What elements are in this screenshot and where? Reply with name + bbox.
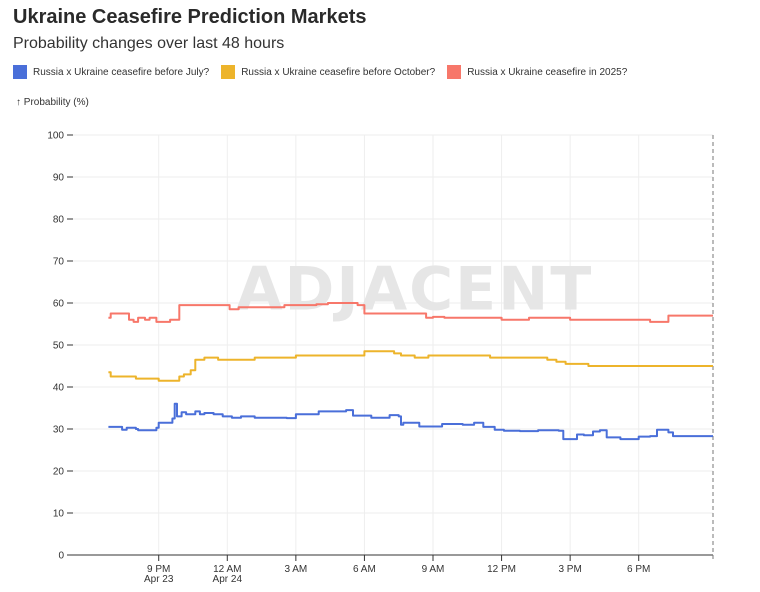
y-tick-label: 0	[58, 551, 64, 562]
y-tick-label: 20	[53, 467, 65, 478]
x-tick-sublabel: Apr 23	[144, 574, 174, 585]
y-tick-label: 100	[47, 131, 64, 142]
chart-subtitle: Probability changes over last 48 hours	[13, 35, 285, 52]
x-tick-label: 12 AM	[213, 564, 241, 575]
x-tick-label: 3 PM	[558, 564, 581, 575]
series-line-before-july	[108, 402, 713, 441]
chart-title: Ukraine Ceasefire Prediction Markets	[13, 6, 367, 28]
x-tick-label: 3 AM	[284, 564, 307, 575]
y-tick-label: 10	[53, 509, 65, 520]
x-tick-label: 6 PM	[627, 564, 650, 575]
legend: Russia x Ukraine ceasefire before July? …	[13, 65, 639, 79]
legend-label-before-july: Russia x Ukraine ceasefire before July?	[33, 66, 210, 78]
series-line-before-october	[108, 350, 713, 382]
x-tick-label: 12 PM	[487, 564, 516, 575]
legend-item-before-july[interactable]: Russia x Ukraine ceasefire before July?	[13, 65, 209, 79]
legend-swatch-before-july	[13, 65, 27, 79]
y-tick-label: 30	[53, 425, 65, 436]
x-tick-label: 9 AM	[422, 564, 445, 575]
y-tick-label: 70	[53, 257, 65, 268]
x-tick-label: 9 PM	[147, 564, 170, 575]
y-tick-label: 90	[53, 173, 65, 184]
legend-swatch-before-october	[221, 65, 236, 79]
legend-label-in-2025: Russia x Ukraine ceasefire in 2025?	[467, 66, 628, 78]
legend-item-in-2025[interactable]: Russia x Ukraine ceasefire in 2025?	[447, 65, 627, 79]
y-tick-label: 80	[53, 215, 65, 226]
y-tick-label: 40	[53, 383, 65, 394]
y-tick-label: 60	[53, 299, 65, 310]
legend-item-before-october[interactable]: Russia x Ukraine ceasefire before Octobe…	[221, 65, 435, 79]
x-tick-label: 6 AM	[353, 564, 376, 575]
y-axis-label: ↑ Probability (%)	[16, 97, 89, 108]
series-line-in-2025	[108, 302, 713, 323]
legend-swatch-in-2025	[447, 65, 462, 79]
legend-label-before-october: Russia x Ukraine ceasefire before Octobe…	[241, 66, 436, 78]
y-tick-label: 50	[53, 341, 65, 352]
x-tick-sublabel: Apr 24	[213, 574, 243, 585]
